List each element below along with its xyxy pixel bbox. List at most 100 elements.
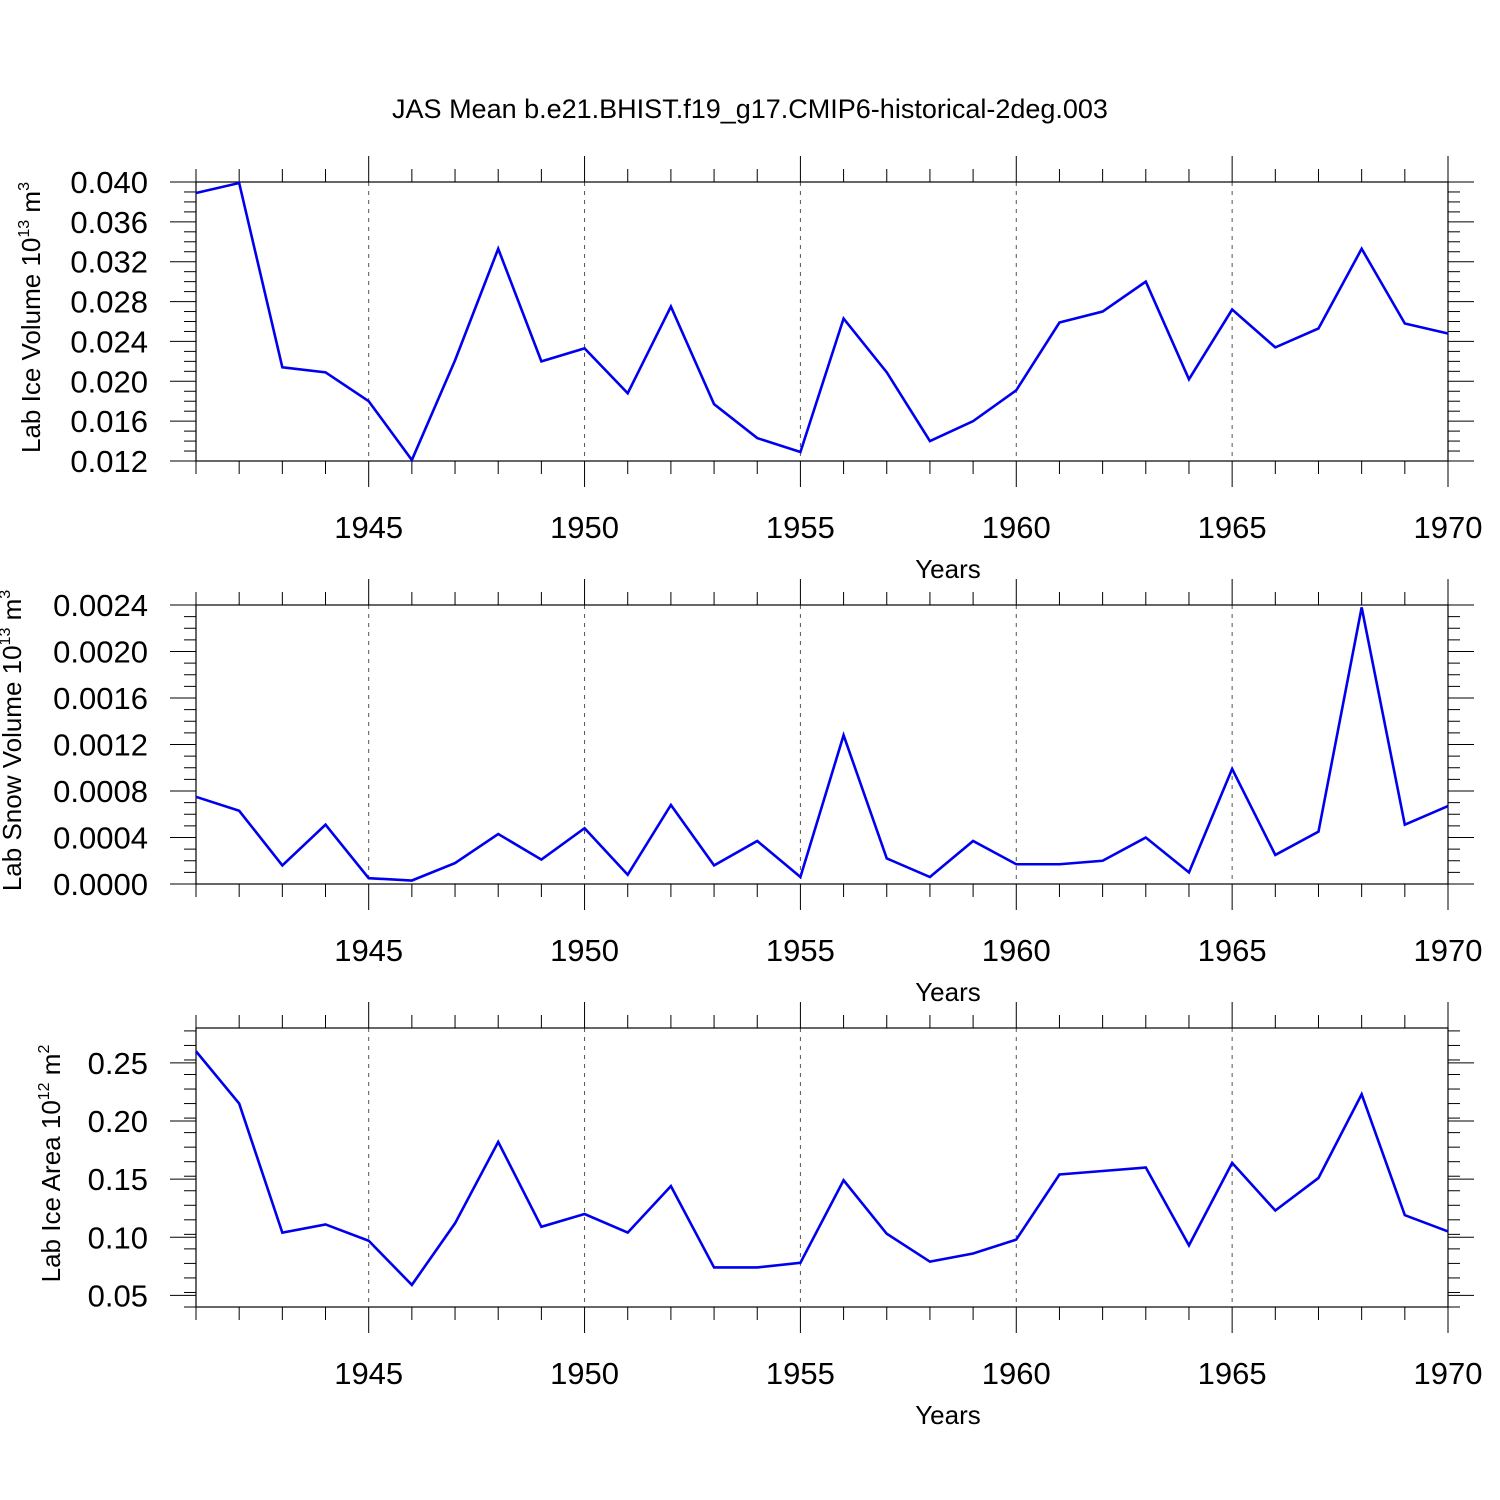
data-point (583, 826, 587, 830)
data-point (1403, 823, 1407, 827)
data-point (1446, 1229, 1450, 1233)
x-tick-label: 1970 (1414, 933, 1483, 968)
data-point (669, 1184, 673, 1188)
y-axis-label-unit: m (16, 191, 46, 220)
panels: 1945 1950 1955 1960 1965 1970 0.012 0.016 0.020 0… (0, 156, 1482, 1430)
x-tick-label: 1960 (982, 1356, 1051, 1391)
data-point (367, 876, 371, 880)
data-point (971, 1252, 975, 1256)
y-tick-label: 0.20 (88, 1104, 148, 1139)
x-tick-label: 1965 (1198, 933, 1267, 968)
data-point (237, 809, 241, 813)
data-point (798, 875, 802, 879)
data-point (1360, 1092, 1364, 1096)
data-point (1230, 767, 1234, 771)
data-point (1014, 1238, 1018, 1242)
y-axis-label-unit-exponent: 3 (16, 182, 33, 191)
series-line-snow-volume (195, 607, 1449, 882)
y-axis-label-exponent: 13 (16, 220, 33, 238)
data-point (1144, 280, 1148, 284)
data-point (669, 305, 673, 309)
y-tick-label: 0.10 (88, 1220, 148, 1255)
y-tick-label: 0.0024 (53, 588, 148, 623)
y-axis-label-exponent: 12 (36, 1082, 53, 1100)
data-point (928, 1260, 932, 1264)
y-axis-label: Lab Ice Area 1012 m2 (36, 1045, 66, 1283)
plot-frame (195, 1027, 1449, 1308)
y-axis-label-unit-exponent: 2 (36, 1045, 53, 1054)
data-point (798, 1261, 802, 1265)
data-point (453, 358, 457, 362)
y-axis-label: Lab Snow Volume 1013 m3 (0, 590, 27, 891)
y-tick-label: 0.020 (70, 364, 148, 399)
data-point (1057, 320, 1061, 324)
y-axis-label-unit: m (36, 1054, 66, 1083)
chart-panel-ice-area: 1945 1950 1955 1960 1965 1970 0.05 0.10 0.15 0.20… (36, 1002, 1482, 1430)
data-point (1014, 388, 1018, 392)
data-point (324, 1222, 328, 1226)
series-line-ice-volume (195, 181, 1449, 463)
data-point (928, 439, 932, 443)
data-point (712, 1265, 716, 1269)
data-point (1187, 377, 1191, 381)
x-tick-label: 1960 (982, 510, 1051, 545)
data-point (712, 863, 716, 867)
data-point (755, 436, 759, 440)
data-point (885, 856, 889, 860)
data-point (669, 803, 673, 807)
y-tick-label: 0.012 (70, 444, 148, 479)
data-point (539, 359, 543, 363)
y-tick-label: 0.15 (88, 1162, 148, 1197)
data-point (1144, 836, 1148, 840)
x-tick-label: 1960 (982, 933, 1051, 968)
data-point (712, 402, 716, 406)
y-tick-label: 0.032 (70, 245, 148, 280)
x-tick-label: 1950 (550, 1356, 619, 1391)
figure-title: JAS Mean b.e21.BHIST.f19_g17.CMIP6-histo… (392, 94, 1108, 124)
x-tick-label: 1965 (1198, 510, 1267, 545)
data-point (798, 450, 802, 454)
data-point (194, 795, 198, 799)
chart-panel-snow-volume: 1945 1950 1955 1960 1965 1970 0.0000 0.0004 0.00… (0, 579, 1482, 1007)
data-point (1057, 862, 1061, 866)
x-axis-label: Years (915, 977, 981, 1007)
data-point (885, 1232, 889, 1236)
y-tick-label: 0.0008 (53, 774, 148, 809)
data-point (1316, 830, 1320, 834)
y-tick-label: 0.024 (70, 324, 148, 359)
y-axis-label-unit: m (0, 599, 27, 628)
y-tick-label: 0.25 (88, 1046, 148, 1081)
y-tick-label: 0.0000 (53, 867, 148, 902)
data-point (1230, 1161, 1234, 1165)
x-tick-label: 1945 (334, 933, 403, 968)
data-point (626, 391, 630, 395)
data-point (1316, 326, 1320, 330)
data-point (237, 1102, 241, 1106)
data-point (1403, 321, 1407, 325)
data-point (1144, 1166, 1148, 1170)
x-tick-label: 1950 (550, 510, 619, 545)
data-point (842, 1178, 846, 1182)
y-tick-label: 0.0012 (53, 728, 148, 763)
data-point (539, 1225, 543, 1229)
y-axis-label-exponent: 13 (0, 628, 14, 646)
y-tick-label: 0.016 (70, 404, 148, 439)
data-point (237, 181, 241, 185)
data-point (453, 861, 457, 865)
data-point (410, 1283, 414, 1287)
series-line-ice-area (194, 1050, 1449, 1287)
x-axis-label: Years (915, 554, 981, 584)
data-point (1101, 859, 1105, 863)
y-tick-label: 0.0016 (53, 681, 148, 716)
y-axis-label-text: Lab Ice Area 10 (36, 1100, 66, 1282)
data-point (1101, 1169, 1105, 1173)
data-point (367, 1239, 371, 1243)
data-point (1230, 308, 1234, 312)
y-tick-label: 0.036 (70, 205, 148, 240)
data-point (194, 191, 198, 195)
data-point (1360, 605, 1364, 609)
y-axis-label-unit-exponent: 3 (0, 590, 14, 599)
y-axis-label-text: Lab Ice Volume 10 (16, 238, 46, 453)
x-tick-label: 1955 (766, 1356, 835, 1391)
